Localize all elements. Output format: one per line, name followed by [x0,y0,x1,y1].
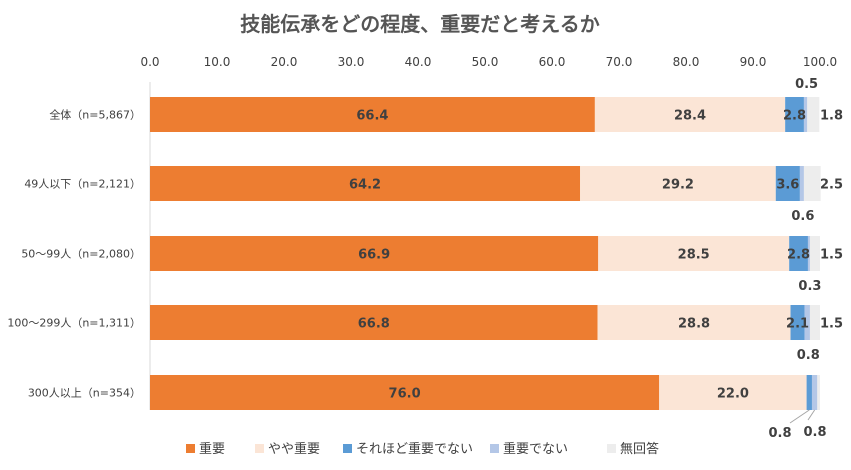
legend-swatch [343,444,352,453]
x-tick-label: 80.0 [673,55,700,69]
legend-swatch [255,444,264,453]
data-label: 0.8 [797,348,820,363]
legend: 重要 やや重要 それほど重要でない 重要でない 無回答 [186,441,659,457]
bar-segment [790,305,805,340]
bar-segment [804,305,810,340]
bar-segment [785,97,804,132]
legend-swatch [490,444,499,453]
bar-segment [806,375,812,410]
data-label: 28.5 [678,248,710,263]
data-label: 0.6 [791,209,814,224]
x-tick-label: 30.0 [338,55,365,69]
legend-label: それほど重要でない [356,441,473,457]
bar-segment [150,97,595,132]
x-tick-label: 50.0 [472,55,499,69]
x-tick-label: 10.0 [204,55,231,69]
data-label: 66.8 [358,317,390,332]
bar-segment [799,166,804,201]
bar-segment [580,166,776,201]
data-label: 1.5 [820,248,843,263]
legend-swatch [607,444,616,453]
legend-label: 重要でない [503,441,568,457]
x-tick-label: 0.0 [140,55,159,69]
legend-label: 重要 [199,441,225,457]
data-label: 2.1 [786,317,809,332]
x-tick-label: 90.0 [740,55,767,69]
bar-segment [809,305,820,340]
data-label: 76.0 [389,387,421,402]
legend-label: やや重要 [268,441,320,457]
category-label: 全体（n=5,867） [49,108,141,122]
category-label: 300人以上（n=354） [28,387,141,400]
value-labels: 66.4 28.4 2.8 0.5 1.8 64.2 29.2 3.6 0.6 2.5 66.9 28… [349,77,843,441]
data-label: 0.5 [795,77,818,92]
bars [150,97,821,410]
data-label: 0.8 [768,426,791,441]
bar-segment [598,236,790,271]
bar-segment [594,97,786,132]
chart-title: 技能伝承をどの程度、重要だと考えるか [240,12,599,36]
data-label: 28.8 [678,317,710,332]
data-label: 28.4 [674,109,706,124]
bar-segment [807,236,810,271]
bar-segment [150,375,660,410]
bar-segment [817,375,820,410]
data-label: 22.0 [717,387,749,402]
data-label: 0.8 [803,425,826,440]
bar-segment [789,236,808,271]
x-tick-label: 20.0 [271,55,298,69]
legend-label: 無回答 [620,441,659,457]
category-labels: 全体（n=5,867） 49人以下（n=2,121） 50～99人（n=2,080）… [7,108,141,400]
label-leader-line [789,409,810,424]
data-label: 2.5 [820,178,843,193]
bar-segment [803,166,821,201]
legend-swatch [186,444,195,453]
data-label: 64.2 [349,178,381,193]
category-label: 100～299人（n=1,311） [7,317,141,330]
x-tick-label: 60.0 [539,55,566,69]
bar-segment [807,97,820,132]
data-label: 2.8 [783,109,806,124]
bar-segment [150,236,599,271]
x-axis-ticks: 0.0 10.0 20.0 30.0 40.0 50.0 60.0 70.0 80.0 90.0 1… [140,55,837,69]
data-label: 3.6 [776,178,799,193]
bar-segment [150,166,581,201]
data-label: 0.3 [798,279,821,294]
x-tick-label: 100.0 [803,55,837,69]
bar-segment [811,375,818,410]
bar-segment [597,305,791,340]
bar-segment [809,236,820,271]
data-label: 66.9 [358,248,390,263]
category-label: 50～99人（n=2,080） [21,248,141,261]
bar-segment [775,166,800,201]
category-label: 49人以下（n=2,121） [24,178,141,191]
bar-segment [150,305,598,340]
x-tick-label: 40.0 [405,55,432,69]
label-leader-line [807,409,816,421]
data-label: 2.8 [787,248,810,263]
bar-segment [659,375,807,410]
data-label: 66.4 [356,109,388,124]
data-label: 29.2 [662,178,694,193]
x-tick-label: 70.0 [606,55,633,69]
data-label: 1.8 [820,109,843,124]
bar-segment [803,97,808,132]
data-label: 1.5 [820,317,843,332]
